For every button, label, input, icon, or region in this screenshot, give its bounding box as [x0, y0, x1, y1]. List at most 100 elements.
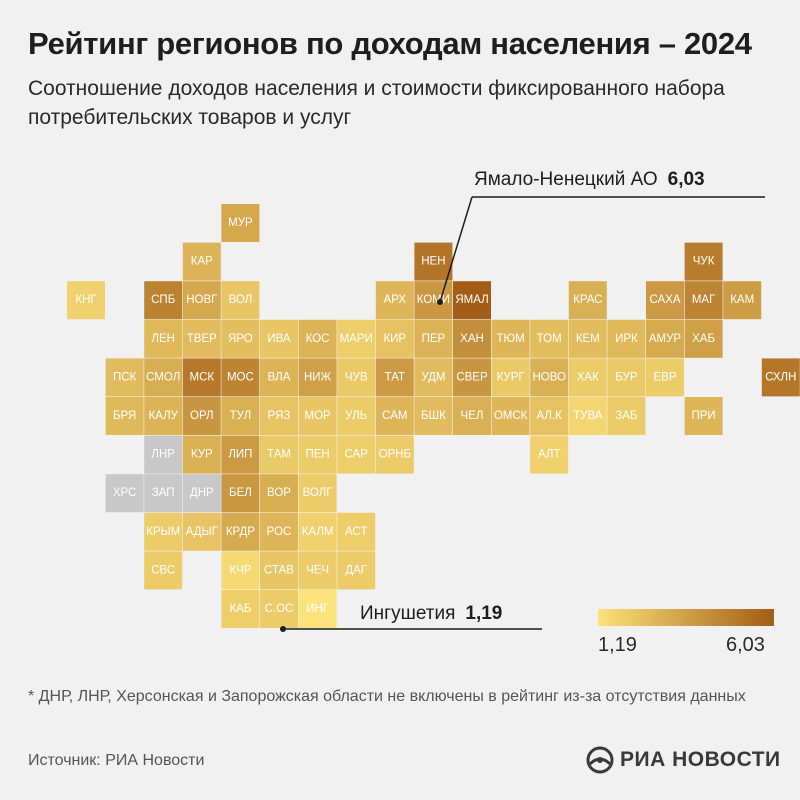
region-евр-tile — [646, 358, 684, 397]
region-пен-tile — [298, 435, 337, 474]
ria-logo: РИА НОВОСТИ — [586, 746, 781, 774]
region-ирк-label: ИРК — [615, 333, 638, 345]
region-тува-tile — [568, 397, 607, 435]
region-алк-tile — [530, 397, 569, 435]
region-хан-label: ХАН — [460, 333, 484, 345]
region-новг: НОВГ — [182, 281, 221, 320]
region-зап-tile — [144, 474, 183, 513]
region-адыг-label: АДЫГ — [186, 526, 219, 538]
region-амур-label: АМУР — [649, 333, 682, 345]
region-вор: ВОР — [260, 474, 298, 513]
region-уль-tile — [337, 397, 376, 435]
region-там-label: ТАМ — [267, 449, 291, 461]
region-кург: КУРГ — [491, 358, 530, 397]
region-волг: ВОЛГ — [298, 474, 337, 513]
region-ива-tile — [260, 319, 298, 358]
region-кар: КАР — [182, 242, 221, 281]
region-тул: ТУЛ — [221, 397, 260, 435]
region-при-tile — [684, 397, 723, 435]
region-волг-label: ВОЛГ — [303, 487, 334, 499]
region-ниж: НИЖ — [298, 358, 337, 397]
region-кар-label: КАР — [191, 256, 213, 268]
region-чел: ЧЕЛ — [453, 397, 491, 435]
region-ямал-tile — [453, 281, 491, 320]
callout-leaders — [280, 196, 765, 632]
region-ряз-tile — [260, 397, 298, 435]
region-аст-label: АСТ — [345, 526, 367, 538]
region-омск-tile — [491, 397, 530, 435]
region-ряз-label: РЯЗ — [268, 410, 291, 422]
region-каб-label: КАБ — [229, 603, 251, 615]
region-вор-label: ВОР — [267, 487, 291, 499]
region-хан: ХАН — [453, 319, 491, 358]
region-крым: КРЫМ — [144, 512, 183, 551]
region-евр: ЕВР — [646, 358, 684, 397]
source-label: Источник: РИА Новости — [28, 752, 205, 769]
region-смол: СМОЛ — [144, 358, 183, 397]
region-коми: КОМИ — [414, 281, 453, 320]
region-вла-tile — [260, 358, 298, 397]
region-тул-label: ТУЛ — [230, 410, 252, 422]
region-вол-label: ВОЛ — [229, 294, 253, 306]
region-коми-tile — [414, 281, 453, 320]
region-там-tile — [260, 435, 298, 474]
region-крым-tile — [144, 512, 183, 551]
region-рос-label: РОС — [267, 526, 292, 538]
ingush-leader-dot — [280, 626, 286, 632]
region-орнб: ОРНБ — [375, 435, 414, 474]
region-мск-label: МСК — [190, 371, 215, 383]
region-став: СТАВ — [260, 551, 298, 590]
region-кем-label: КЕМ — [576, 333, 600, 345]
region-спб-label: СПБ — [151, 294, 175, 306]
region-кнг-tile — [67, 281, 105, 320]
region-тат-tile — [375, 358, 414, 397]
region-мос: МОС — [221, 358, 260, 397]
region-бря-label: БРЯ — [113, 410, 136, 422]
region-волг-tile — [298, 474, 337, 513]
region-при: ПРИ — [684, 397, 723, 435]
region-чув-tile — [337, 358, 376, 397]
region-крым-label: КРЫМ — [146, 526, 180, 538]
region-сам-label: САМ — [382, 410, 407, 422]
region-аст: АСТ — [337, 512, 376, 551]
region-свер-label: СВЕР — [456, 371, 488, 383]
region-адыг: АДЫГ — [182, 512, 221, 551]
region-лен-tile — [144, 319, 183, 358]
region-яро-tile — [221, 319, 260, 358]
region-мур: МУР — [221, 204, 260, 242]
region-кнг-label: КНГ — [75, 294, 97, 306]
region-пск: ПСК — [105, 358, 144, 397]
region-кург-label: КУРГ — [497, 371, 526, 383]
region-ново-label: НОВО — [532, 371, 566, 383]
region-кчр-tile — [221, 551, 260, 590]
region-лип-tile — [221, 435, 260, 474]
region-тюм-tile — [491, 319, 530, 358]
region-сос: С.ОС — [260, 590, 298, 628]
region-крас-label: КРАС — [573, 294, 602, 306]
region-твер-label: ТВЕР — [187, 333, 217, 345]
region-амур: АМУР — [646, 319, 684, 358]
region-арх: АРХ — [375, 281, 414, 320]
region-мор: МОР — [298, 397, 337, 435]
region-тюм-label: ТЮМ — [496, 333, 524, 345]
region-хрс-label: ХРС — [113, 487, 137, 499]
region-чеч-label: ЧЕЧ — [306, 564, 329, 576]
region-орнб-tile — [375, 435, 414, 474]
ingush-callout-value: 1,19 — [465, 603, 503, 624]
region-пск-label: ПСК — [113, 371, 137, 383]
region-спб: СПБ — [144, 281, 183, 320]
region-сос-tile — [260, 590, 298, 628]
region-удм: УДМ — [414, 358, 453, 397]
region-кнг: КНГ — [67, 281, 105, 320]
region-арх-tile — [375, 281, 414, 320]
yamal-leader-dot — [437, 299, 443, 305]
region-лнр-label: ЛНР — [151, 449, 175, 461]
region-схлн-label: СХЛН — [765, 371, 796, 383]
region-лнр: ЛНР — [144, 435, 183, 474]
region-инг: ИНГ — [298, 590, 337, 628]
region-том-label: ТОМ — [537, 333, 562, 345]
region-мск-tile — [182, 358, 221, 397]
region-саха-label: САХА — [649, 294, 680, 306]
region-мари: МАРИ — [337, 319, 376, 358]
region-бря: БРЯ — [105, 397, 144, 435]
